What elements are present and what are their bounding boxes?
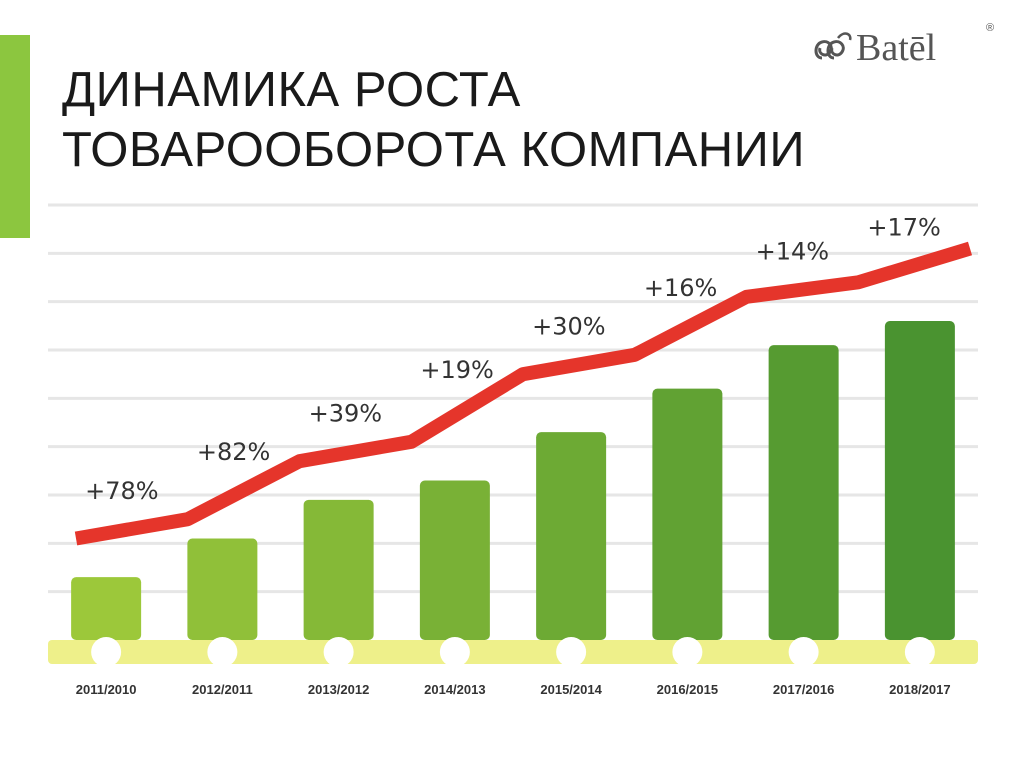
- x-tick-label: 2012/2011: [192, 682, 253, 697]
- axis-marker: [905, 637, 935, 667]
- bar: [304, 500, 374, 640]
- axis-marker: [207, 637, 237, 667]
- growth-label: +19%: [420, 356, 493, 384]
- growth-label: +82%: [197, 438, 270, 466]
- bar: [71, 577, 141, 640]
- axis-marker: [556, 637, 586, 667]
- axis-marker: [440, 637, 470, 667]
- growth-label: +30%: [532, 313, 605, 341]
- bar: [769, 345, 839, 640]
- bar: [885, 321, 955, 640]
- growth-label: +14%: [756, 238, 829, 266]
- x-tick-label: 2011/2010: [76, 682, 137, 697]
- bar: [420, 481, 490, 641]
- axis-marker: [789, 637, 819, 667]
- x-tick-label: 2018/2017: [889, 682, 950, 697]
- bar: [652, 389, 722, 640]
- x-tick-label: 2017/2016: [773, 682, 834, 697]
- growth-label: +39%: [309, 400, 382, 428]
- x-tick-label: 2013/2012: [308, 682, 369, 697]
- growth-label: +78%: [85, 477, 158, 505]
- bar: [187, 539, 257, 641]
- growth-label: +17%: [867, 213, 940, 241]
- bar: [536, 432, 606, 640]
- axis-marker: [672, 637, 702, 667]
- growth-label: +16%: [644, 274, 717, 302]
- x-tick-label: 2016/2015: [657, 682, 718, 697]
- x-tick-label: 2015/2014: [540, 682, 602, 697]
- axis-marker: [91, 637, 121, 667]
- x-tick-label: 2014/2013: [424, 682, 485, 697]
- axis-marker: [324, 637, 354, 667]
- axis-band: [48, 640, 978, 664]
